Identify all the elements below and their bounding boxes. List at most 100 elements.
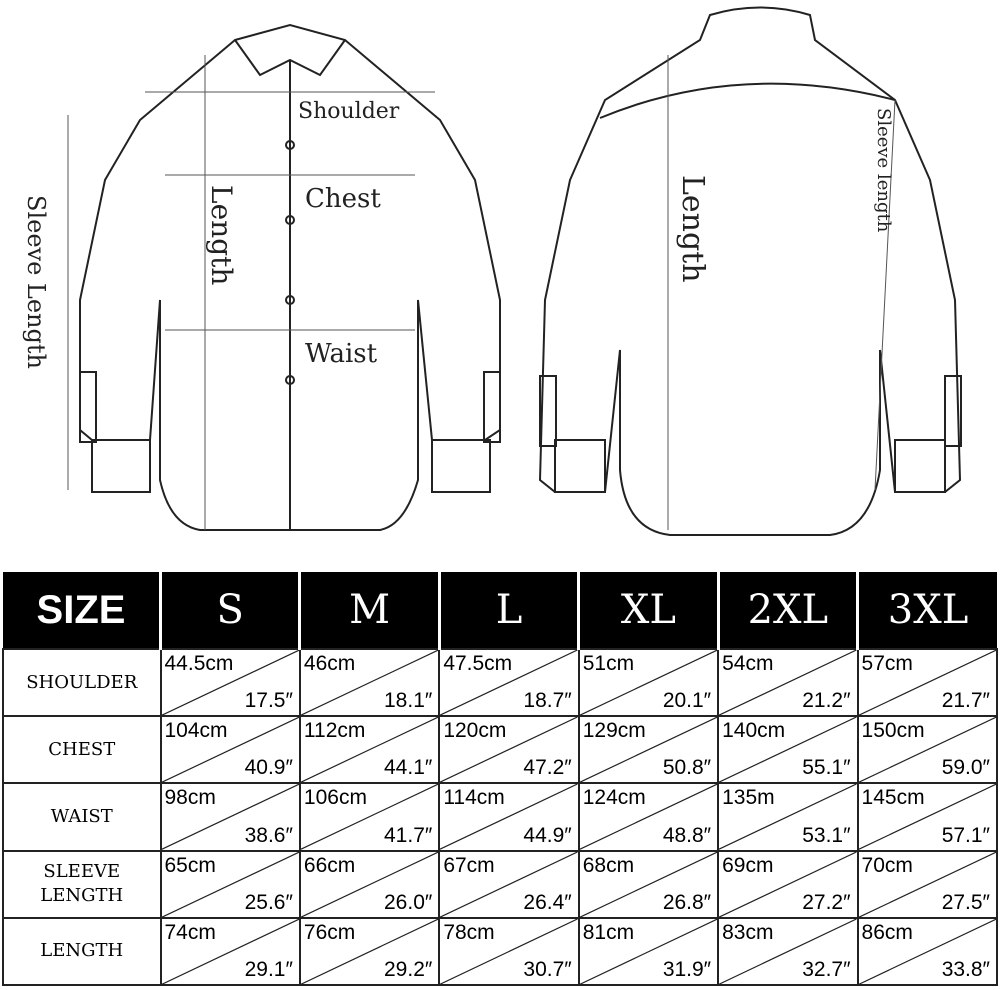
cm-value: 98cm [164,786,216,810]
diagonal-divider [162,919,299,984]
inch-value: 26.8″ [662,890,712,914]
back-measure-lines [667,55,896,530]
cm-value: 67cm [443,853,495,877]
size-header-m: M [298,572,440,649]
row-label: SHOULDER [2,647,162,718]
cm-value: 104cm [164,719,228,743]
size-header-row: SIZE S M L XL 2XL 3XL [3,572,997,649]
size-header-l: L [437,572,579,649]
cm-value: 57cm [861,652,913,675]
cm-value: 47.5cm [443,652,513,675]
inch-value: 59.0″ [941,756,990,780]
table-row: CHEST 104cm 40.9″ 112cm 44.1″ 120cm 47.2″ 129cm… [2,715,999,785]
cm-value: 120cm [443,719,507,743]
cm-value: 150cm [861,719,925,743]
inch-value: 18.7″ [523,689,572,713]
measurement-cell: 112cm 44.1″ [298,715,441,785]
row-label: LENGTH [2,916,162,987]
front-measure-lines [67,55,435,530]
back-sleeve-length-label: Sleeve length [873,108,894,233]
diagonal-divider [859,650,996,715]
diagonal-divider [719,919,856,984]
inch-value: 48.8″ [662,823,712,847]
diagonal-divider [440,717,577,782]
size-chart-table: SIZE S M L XL 2XL 3XL SHOULDER 44.5cm 17.5″ 46cm 1… [2,572,999,987]
inch-value: 25.6″ [244,890,293,914]
cm-value: 106cm [303,786,367,810]
diagonal-divider [580,852,717,917]
inch-value: 53.1″ [802,823,851,847]
inch-value: 21.2″ [802,689,851,713]
diagonal-divider [719,784,856,849]
diagonal-divider [301,784,438,849]
cm-value: 68cm [582,853,635,877]
row-label-text: SHOULDER [26,671,138,693]
row-label-text: SLEEVE [43,861,121,883]
inch-value: 17.5″ [244,689,293,713]
diagonal-divider [440,919,577,984]
cm-value: 46cm [303,652,356,675]
cm-value: 129cm [582,719,646,743]
inch-value: 26.4″ [523,890,572,914]
measurement-cell: 66cm 26.0″ [298,849,441,919]
diagonal-divider [719,852,856,917]
measurement-cell: 145cm 57.1″ [856,782,999,852]
diagonal-divider [440,852,577,917]
cm-value: 44.5cm [164,652,234,675]
inch-value: 27.5″ [941,890,990,914]
inch-value: 29.2″ [384,958,433,981]
measurement-cell: 135m 53.1″ [717,782,859,852]
measurement-cell: 83cm 32.7″ [717,916,859,987]
measurement-cell: 74cm 29.1″ [159,916,301,987]
diagonal-divider [859,852,996,917]
measurement-cell: 86cm 33.8″ [856,916,999,987]
diagonal-divider [719,717,856,782]
inch-value: 50.8″ [662,756,712,780]
size-header-3xl: 3XL [856,572,997,649]
diagonal-divider [580,650,717,715]
back-shirt-illustration [538,6,962,536]
diagonal-divider [580,717,717,782]
size-header-2xl: 2XL [716,572,858,649]
measurement-cell: 129cm 50.8″ [577,715,720,785]
cm-value: 69cm [722,853,774,877]
measurement-cell: 54cm 21.2″ [717,647,859,718]
diagonal-divider [580,784,717,849]
table-row: SHOULDER 44.5cm 17.5″ 46cm 18.1″ 47.5cm 18.7″ 5… [2,647,999,718]
measurement-cell: 44.5cm 17.5″ [159,647,301,718]
inch-value: 38.6″ [244,823,293,847]
measurement-cell: 81cm 31.9″ [577,916,720,987]
row-label-text: LENGTH [40,940,124,962]
size-header-label: SIZE [3,572,161,649]
cm-value: 54cm [722,652,774,675]
inch-value: 26.0″ [384,890,433,914]
cm-value: 83cm [722,920,774,944]
cm-value: 78cm [443,920,495,944]
cm-value: 74cm [164,920,216,944]
inch-value: 21.7″ [941,689,990,713]
diagonal-divider [162,650,299,715]
inch-value: 30.7″ [523,958,572,981]
diagonal-divider [859,919,996,984]
measurement-cell: 140cm 55.1″ [717,715,859,785]
diagonal-divider [440,650,577,715]
inch-value: 44.9″ [523,823,572,847]
inch-value: 32.7″ [802,958,851,981]
cm-value: 81cm [582,920,635,944]
measurement-cell: 68cm 26.8″ [577,849,720,919]
row-label-text: LENGTH [40,885,124,907]
inch-value: 55.1″ [802,756,851,780]
measurement-cell: 57cm 21.7″ [856,647,999,718]
measurement-cell: 114cm 44.9″ [438,782,580,852]
inch-value: 44.1″ [384,756,433,780]
diagonal-divider [580,919,717,984]
diagonal-divider [162,852,299,917]
diagonal-divider [859,717,996,782]
measurement-cell: 76cm 29.2″ [298,916,441,987]
diagonal-divider [162,784,299,849]
cm-value: 86cm [861,920,913,944]
front-shoulder-label: Shoulder [298,99,400,124]
table-row: WAIST 98cm 38.6″ 106cm 41.7″ 114cm 44.9″ 124cm 4… [2,782,999,852]
row-label: CHEST [2,715,162,785]
measurement-cell: 67cm 26.4″ [438,849,580,919]
